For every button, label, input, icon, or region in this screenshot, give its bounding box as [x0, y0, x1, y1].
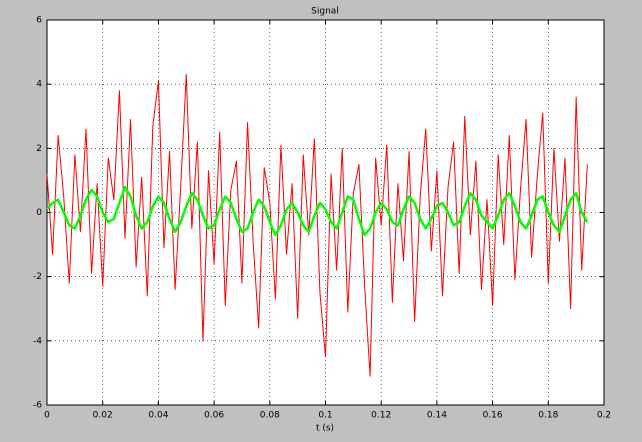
y-tick-label: 2	[36, 144, 42, 154]
y-tick-label: -2	[33, 272, 42, 282]
y-tick-label: -6	[33, 401, 42, 411]
y-tick-label: 6	[36, 16, 42, 26]
signal-line	[46, 74, 588, 377]
x-tick-label: 0.2	[597, 411, 611, 421]
x-tick-label: 0.06	[204, 411, 224, 421]
x-tick-label: 0.18	[538, 411, 558, 421]
x-tick-label: 0.1	[318, 411, 332, 421]
chart-title: Signal	[311, 7, 339, 17]
x-tick-label: 0.04	[148, 411, 168, 421]
x-tick-label: 0.12	[371, 411, 391, 421]
x-tick-label: 0.16	[483, 411, 503, 421]
x-tick-label: 0.14	[427, 411, 447, 421]
y-tick-label: 0	[36, 208, 42, 218]
x-tick-label: 0	[44, 411, 50, 421]
y-tick-label: 4	[36, 80, 42, 90]
x-tick-label: 0.08	[260, 411, 280, 421]
signal-line	[46, 185, 589, 237]
x-tick-label: 0.02	[93, 411, 113, 421]
y-tick-label: -4	[33, 336, 42, 346]
x-axis-label: t (s)	[316, 424, 334, 434]
